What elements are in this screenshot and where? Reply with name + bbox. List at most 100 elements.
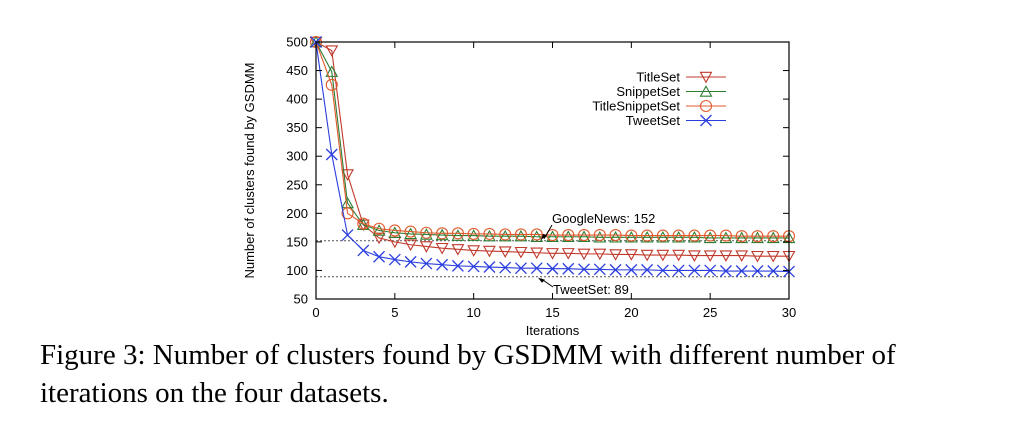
data-point-titleset bbox=[609, 249, 623, 261]
data-point-titlesnippetset bbox=[357, 217, 370, 230]
data-point-titlesnippetset bbox=[530, 228, 543, 241]
data-point-tweetset bbox=[562, 262, 575, 275]
data-point-snippetset bbox=[325, 65, 339, 77]
data-point-tweetset bbox=[420, 257, 433, 270]
data-point-snippetset bbox=[530, 230, 544, 242]
data-point-titleset bbox=[656, 249, 670, 262]
data-point-titlesnippetset bbox=[514, 228, 528, 241]
data-point-titleset bbox=[514, 246, 528, 259]
legend-marker-snippetset bbox=[699, 85, 713, 97]
data-point-titlesnippetset bbox=[656, 229, 669, 242]
y-tick-label: 200 bbox=[286, 206, 308, 221]
data-point-titleset bbox=[341, 169, 354, 181]
data-point-tweetset bbox=[609, 263, 622, 276]
series-layer bbox=[309, 35, 796, 278]
series-titlesnippetset bbox=[309, 35, 796, 243]
series-tweetset bbox=[310, 36, 795, 278]
data-point-snippetset bbox=[766, 231, 780, 244]
data-point-titlesnippetset bbox=[688, 229, 701, 242]
data-point-titlesnippetset bbox=[451, 227, 464, 240]
data-point-titlesnippetset bbox=[404, 225, 417, 238]
legend-marker-tweetset bbox=[700, 114, 712, 127]
data-point-titleset bbox=[561, 248, 575, 260]
data-point-snippetset bbox=[482, 229, 496, 242]
figure-caption: Figure 3: Number of clusters found by GS… bbox=[40, 339, 896, 409]
data-point-snippetset bbox=[624, 230, 638, 243]
data-point-titlesnippetset bbox=[625, 229, 638, 242]
data-point-snippetset bbox=[656, 230, 670, 243]
annotation-googlenews: GoogleNews: 152 bbox=[552, 211, 655, 226]
data-point-snippetset bbox=[388, 226, 402, 238]
y-tick-label: 450 bbox=[286, 63, 308, 78]
data-point-snippetset bbox=[419, 228, 433, 240]
x-tick-label: 5 bbox=[391, 305, 398, 320]
data-point-snippetset bbox=[372, 224, 386, 236]
legend-label-tweetset: TweetSet bbox=[626, 113, 681, 128]
data-point-titleset bbox=[640, 249, 654, 262]
data-point-tweetset bbox=[530, 262, 543, 275]
data-point-titleset bbox=[404, 239, 418, 252]
plot-area-frame bbox=[315, 41, 790, 300]
y-tick-label: 300 bbox=[286, 149, 308, 164]
series-line-titleset bbox=[315, 41, 789, 257]
x-tick-label: 30 bbox=[782, 305, 796, 320]
y-axis-title: Number of clusters found by GSDMM bbox=[242, 62, 257, 278]
data-point-tweetset bbox=[767, 265, 780, 277]
data-point-titleset bbox=[546, 248, 559, 260]
data-point-snippetset bbox=[640, 230, 654, 243]
data-point-titlesnippetset bbox=[373, 222, 386, 235]
data-point-tweetset bbox=[546, 262, 559, 275]
data-point-tweetset bbox=[704, 264, 717, 277]
data-point-snippetset bbox=[687, 230, 701, 243]
data-point-snippetset bbox=[735, 231, 749, 244]
data-point-titlesnippetset bbox=[325, 78, 338, 91]
data-point-tweetset bbox=[436, 258, 449, 271]
data-point-tweetset bbox=[451, 259, 464, 272]
data-point-titleset bbox=[751, 250, 764, 263]
data-point-titlesnippetset bbox=[641, 229, 654, 242]
data-point-snippetset bbox=[577, 230, 591, 242]
data-point-titlesnippetset bbox=[436, 227, 449, 240]
data-point-tweetset bbox=[467, 260, 480, 273]
data-point-titleset bbox=[719, 250, 733, 262]
y-tick-label: 250 bbox=[286, 177, 308, 192]
data-point-snippetset bbox=[451, 229, 465, 241]
data-point-titleset bbox=[530, 247, 544, 260]
chart: 50 100 150 200 250 300 350 400 450 500 0 5 10 15 20 25 3… bbox=[242, 35, 796, 339]
data-point-titleset bbox=[577, 248, 591, 261]
data-point-titlesnippetset bbox=[467, 227, 480, 240]
data-point-titleset bbox=[325, 45, 339, 57]
data-point-titleset bbox=[467, 245, 481, 257]
series-line-snippetset bbox=[315, 41, 789, 239]
data-point-titlesnippetset bbox=[420, 226, 433, 239]
data-point-tweetset bbox=[656, 264, 669, 277]
data-point-snippetset bbox=[593, 230, 607, 243]
data-point-titlesnippetset bbox=[593, 228, 606, 242]
y-tick-label: 500 bbox=[286, 35, 308, 50]
data-point-tweetset bbox=[641, 263, 654, 276]
data-point-tweetset bbox=[483, 261, 496, 273]
data-point-tweetset bbox=[593, 263, 606, 276]
x-tick-label: 25 bbox=[703, 305, 717, 320]
data-point-titleset bbox=[498, 246, 512, 258]
data-point-titlesnippetset bbox=[704, 229, 717, 242]
legend-label-snippetset: SnippetSet bbox=[616, 84, 680, 99]
x-tick-label: 20 bbox=[624, 305, 638, 320]
data-point-tweetset bbox=[672, 264, 685, 277]
data-point-titlesnippetset bbox=[483, 227, 496, 240]
data-point-tweetset bbox=[341, 229, 354, 241]
legend: TitleSetSnippetSetTitleSnippetSetTweetSe… bbox=[592, 70, 726, 128]
data-point-tweetset bbox=[735, 265, 748, 277]
y-tick-label: 350 bbox=[286, 120, 308, 135]
data-point-tweetset bbox=[625, 263, 638, 276]
data-point-tweetset bbox=[325, 148, 338, 161]
data-point-snippetset bbox=[546, 230, 559, 242]
data-point-titlesnippetset bbox=[751, 230, 764, 243]
data-point-titlesnippetset bbox=[609, 228, 622, 242]
x-axis-title: Iterations bbox=[526, 323, 580, 338]
data-point-tweetset bbox=[719, 265, 732, 277]
data-point-titlesnippetset bbox=[767, 230, 780, 243]
data-point-titlesnippetset bbox=[577, 228, 591, 242]
data-point-titleset bbox=[593, 248, 607, 261]
data-point-titleset bbox=[703, 250, 717, 262]
